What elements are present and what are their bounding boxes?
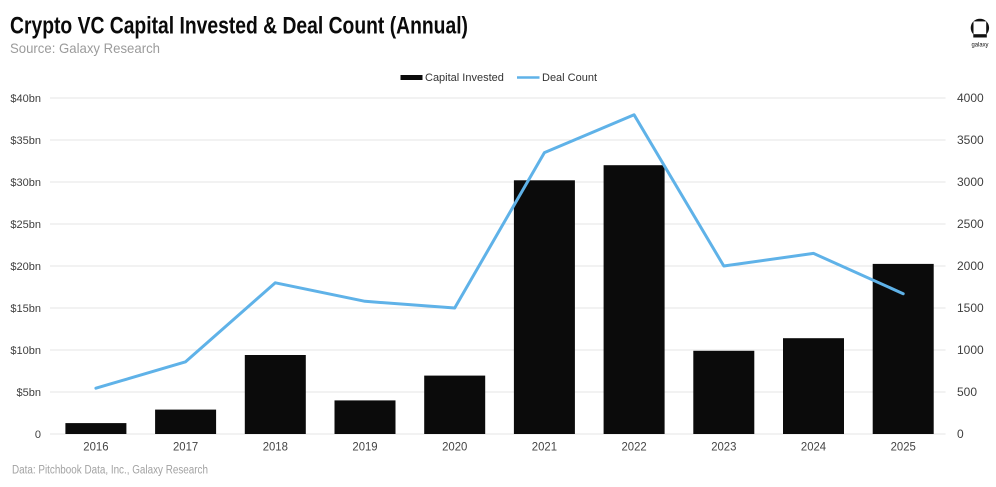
svg-text:2018: 2018 [263,440,288,454]
svg-text:Data: Pitchbook Data, Inc., Ga: Data: Pitchbook Data, Inc., Galaxy Resea… [12,465,208,477]
svg-text:galaxy: galaxy [972,42,990,49]
svg-text:Crypto VC Capital Invested & D: Crypto VC Capital Invested & Deal Count … [10,13,468,40]
svg-text:Deal Count: Deal Count [542,72,597,84]
svg-text:500: 500 [957,385,977,399]
svg-text:$10bn: $10bn [10,345,41,357]
svg-text:2500: 2500 [957,217,984,231]
svg-text:2016: 2016 [83,440,108,454]
svg-text:$30bn: $30bn [10,177,41,189]
svg-text:2019: 2019 [352,440,377,454]
svg-text:1000: 1000 [957,343,984,357]
svg-text:0: 0 [35,429,41,441]
svg-text:4000: 4000 [957,91,984,105]
svg-text:1500: 1500 [957,301,984,315]
svg-text:$20bn: $20bn [10,261,41,273]
svg-text:$15bn: $15bn [10,303,41,315]
svg-text:0: 0 [957,427,964,441]
svg-text:2024: 2024 [801,440,826,454]
svg-text:$40bn: $40bn [10,93,41,105]
svg-text:Source: Galaxy Research: Source: Galaxy Research [10,40,160,56]
svg-text:$25bn: $25bn [10,219,41,231]
svg-text:2022: 2022 [622,440,647,454]
svg-text:$5bn: $5bn [17,387,41,399]
svg-text:$35bn: $35bn [10,135,41,147]
svg-text:Capital Invested: Capital Invested [425,72,504,84]
svg-text:2021: 2021 [532,440,557,454]
svg-text:2020: 2020 [442,440,467,454]
svg-text:2025: 2025 [891,440,916,454]
svg-text:2000: 2000 [957,259,984,273]
svg-text:2017: 2017 [173,440,198,454]
svg-text:2023: 2023 [711,440,736,454]
svg-text:3500: 3500 [957,133,984,147]
svg-text:3000: 3000 [957,175,984,189]
